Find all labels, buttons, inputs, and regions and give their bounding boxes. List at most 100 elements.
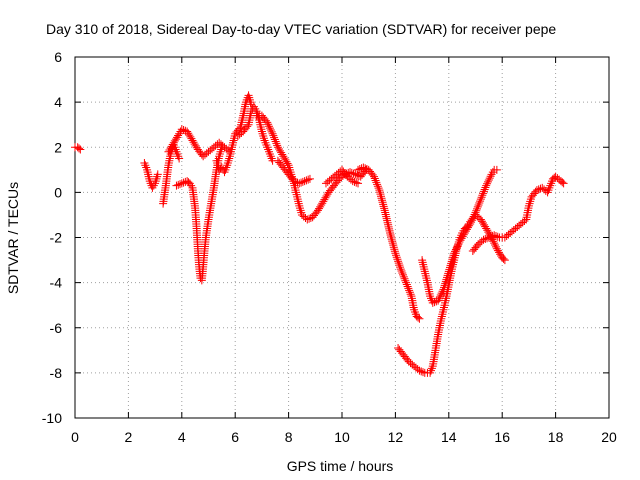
data-point bbox=[443, 271, 452, 280]
data-point bbox=[471, 208, 480, 217]
data-point bbox=[164, 147, 173, 156]
data-point bbox=[370, 172, 379, 181]
data-point bbox=[305, 174, 314, 183]
y-tick-label: -4 bbox=[50, 275, 63, 291]
data-point bbox=[454, 239, 463, 248]
data-point bbox=[457, 234, 466, 243]
data-point bbox=[421, 271, 430, 280]
data-point bbox=[405, 288, 414, 297]
data-point bbox=[167, 142, 176, 151]
data-point bbox=[493, 246, 502, 255]
data-point bbox=[315, 204, 324, 213]
data-point bbox=[268, 129, 277, 138]
data-point bbox=[151, 177, 160, 186]
data-point bbox=[292, 190, 301, 199]
data-point bbox=[415, 314, 424, 323]
data-point bbox=[174, 180, 183, 189]
data-point bbox=[451, 245, 460, 254]
data-point bbox=[443, 273, 452, 282]
data-point bbox=[420, 267, 429, 276]
y-tick-label: 0 bbox=[54, 184, 62, 200]
data-point bbox=[350, 177, 359, 186]
data-point bbox=[266, 125, 275, 134]
data-point bbox=[376, 190, 385, 199]
data-point bbox=[238, 113, 247, 122]
data-point bbox=[297, 178, 306, 187]
data-point bbox=[469, 212, 478, 221]
data-point bbox=[525, 199, 534, 208]
data-point bbox=[480, 185, 489, 194]
data-point bbox=[438, 307, 447, 316]
chart-title: Day 310 of 2018, Sidereal Day-to-day VTE… bbox=[46, 21, 556, 37]
data-point bbox=[373, 180, 382, 189]
data-point bbox=[277, 148, 286, 157]
y-tick-label: 4 bbox=[54, 94, 62, 110]
data-point bbox=[153, 172, 162, 181]
data-point bbox=[395, 261, 404, 270]
x-tick-label: 12 bbox=[388, 429, 404, 445]
data-point bbox=[188, 136, 197, 145]
data-point bbox=[291, 177, 300, 186]
data-point bbox=[448, 253, 457, 262]
data-point bbox=[524, 201, 533, 210]
data-point bbox=[459, 230, 468, 239]
data-point bbox=[483, 177, 492, 186]
x-tick-labels: 0 2 4 6 8 10 12 14 16 18 20 bbox=[71, 429, 617, 445]
data-point bbox=[183, 127, 192, 136]
data-point bbox=[477, 217, 486, 226]
data-point bbox=[476, 195, 485, 204]
y-tick-label: -10 bbox=[42, 410, 62, 426]
data-point bbox=[185, 131, 194, 140]
data-point bbox=[304, 175, 313, 184]
data-point bbox=[189, 138, 198, 147]
data-point bbox=[461, 227, 470, 236]
data-point bbox=[475, 199, 484, 208]
data-point bbox=[269, 131, 278, 140]
data-point bbox=[453, 241, 462, 250]
data-point bbox=[396, 263, 405, 272]
data-point bbox=[300, 177, 309, 186]
data-point bbox=[347, 168, 356, 177]
data-point bbox=[476, 215, 485, 224]
data-point bbox=[482, 224, 491, 233]
data-point bbox=[427, 366, 435, 375]
data-point bbox=[458, 232, 467, 241]
data-point bbox=[291, 186, 300, 195]
data-point bbox=[179, 125, 188, 134]
data-point bbox=[319, 197, 328, 206]
data-point bbox=[142, 163, 151, 172]
data-point bbox=[442, 275, 451, 284]
data-point bbox=[267, 127, 276, 136]
data-point bbox=[392, 253, 401, 262]
x-tick-label: 16 bbox=[494, 429, 510, 445]
data-point bbox=[359, 163, 368, 172]
data-point bbox=[281, 155, 290, 164]
data-track bbox=[321, 165, 363, 188]
data-point bbox=[389, 243, 398, 252]
data-point bbox=[368, 170, 377, 179]
data-point bbox=[532, 186, 541, 195]
data-point bbox=[394, 257, 403, 266]
data-point bbox=[153, 170, 162, 179]
data-point bbox=[441, 277, 450, 286]
data-point bbox=[386, 228, 395, 237]
data-point bbox=[280, 154, 289, 163]
data-point bbox=[406, 290, 415, 299]
data-point bbox=[175, 154, 184, 163]
data-point bbox=[168, 140, 177, 149]
data-point bbox=[375, 186, 384, 195]
data-point bbox=[378, 196, 387, 205]
data-point bbox=[400, 274, 409, 283]
data-point bbox=[380, 204, 389, 213]
data-point bbox=[477, 193, 486, 202]
data-point bbox=[257, 125, 266, 134]
data-point bbox=[440, 283, 449, 292]
data-point bbox=[376, 192, 385, 201]
data-point bbox=[293, 192, 302, 201]
data-point bbox=[355, 165, 364, 174]
data-point bbox=[444, 267, 453, 276]
data-track bbox=[273, 156, 314, 188]
data-point bbox=[422, 276, 431, 285]
data-point bbox=[243, 122, 252, 131]
data-point bbox=[305, 214, 314, 223]
